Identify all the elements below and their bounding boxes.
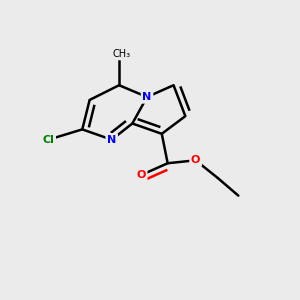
Text: O: O xyxy=(191,155,200,165)
Text: N: N xyxy=(107,135,116,145)
Text: O: O xyxy=(136,170,146,180)
Text: CH₃: CH₃ xyxy=(113,49,131,59)
Text: Cl: Cl xyxy=(43,135,54,145)
Text: N: N xyxy=(142,92,152,102)
